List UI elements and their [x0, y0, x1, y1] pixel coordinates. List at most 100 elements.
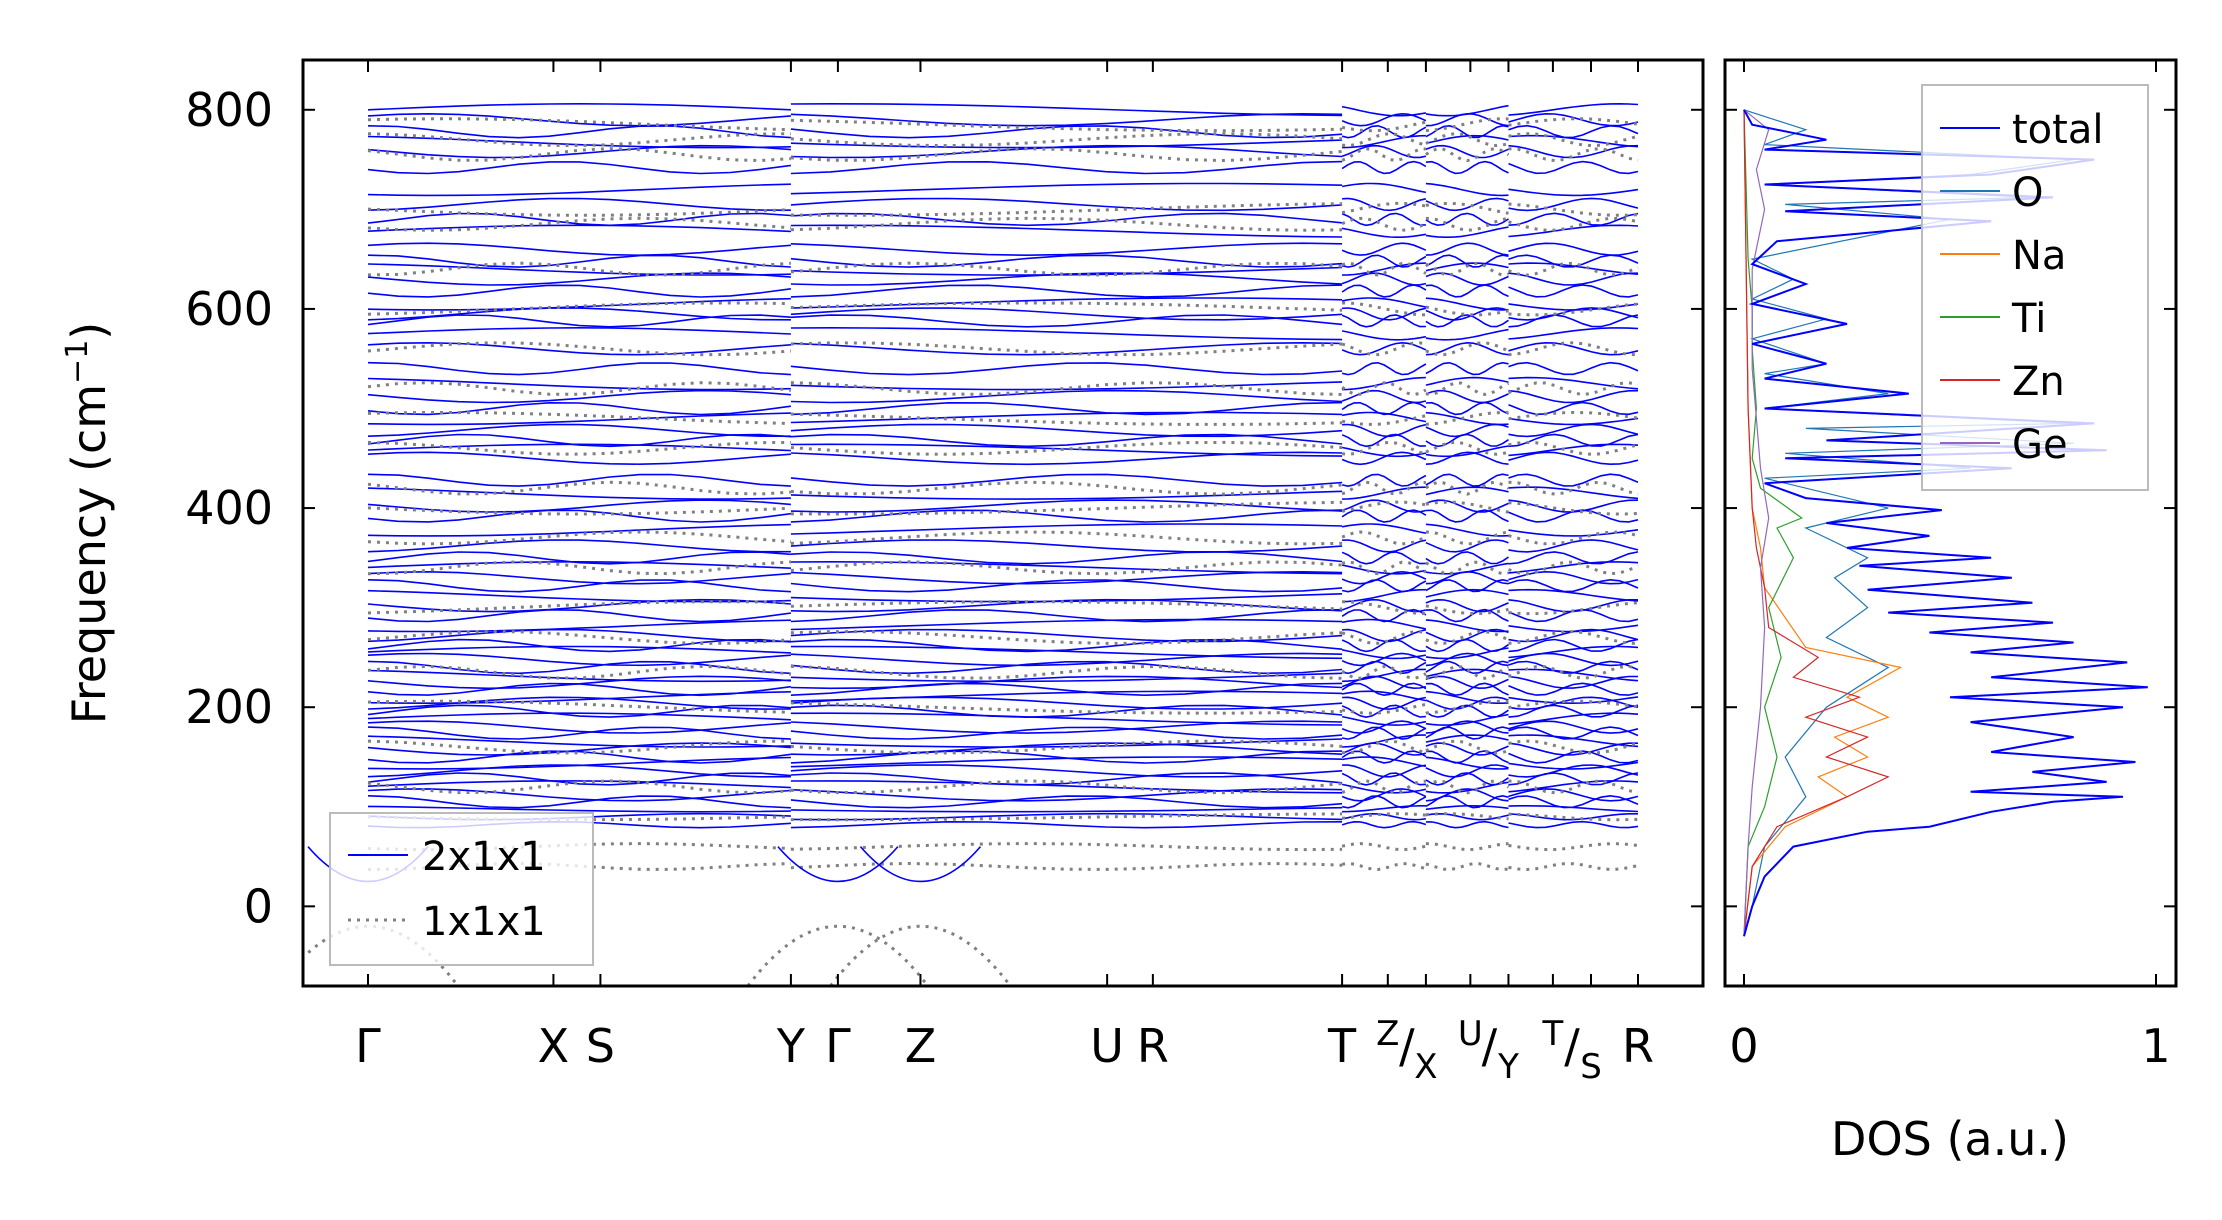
band-mode-line — [790, 254, 1343, 268]
dos-axes-frame — [1723, 58, 2178, 988]
band-mode-line — [790, 440, 1343, 456]
band-mode-line — [1508, 750, 1639, 764]
band-mode-line — [367, 696, 791, 710]
dos-y-ticks — [1725, 108, 2176, 908]
band-mode-line — [1341, 842, 1427, 852]
band-mode-line — [1425, 781, 1509, 794]
band-mode-line — [1508, 628, 1639, 643]
band-mode-line — [1508, 202, 1639, 217]
band-mode-line — [790, 182, 1343, 195]
band-mode-line — [1341, 201, 1427, 215]
band-mode-line — [367, 739, 791, 755]
band-mode-line — [1425, 842, 1509, 852]
band-mode-line — [790, 132, 1343, 148]
band-mode-line — [367, 341, 791, 356]
band-mode-line — [1425, 216, 1509, 232]
band-mode-line — [367, 523, 791, 537]
band-mode-line — [790, 480, 1343, 496]
band-mode-line — [790, 608, 1343, 623]
band-mode-line — [1341, 779, 1426, 795]
band-mode-line — [367, 628, 791, 643]
band-mode-line — [1425, 182, 1509, 197]
band-mode-line — [790, 739, 1343, 755]
band-mode-line — [367, 487, 791, 500]
band-mode-line — [1508, 327, 1639, 340]
band-mode-line — [1425, 779, 1510, 795]
band-mode-line — [367, 699, 791, 714]
y-axis-label-superscript: −1 — [60, 340, 95, 384]
band-mode-line — [790, 539, 1343, 553]
band-mode-line — [1508, 314, 1639, 328]
band-mode-line — [367, 664, 792, 680]
band-lines — [303, 102, 1639, 986]
dos-x-tick-label: 0 — [1729, 1019, 1758, 1073]
band-mode-line — [1425, 376, 1509, 386]
band-mode-line — [1425, 112, 1509, 127]
band-x-tick-label: / — [1564, 1019, 1580, 1073]
band-mode-line — [1508, 254, 1639, 268]
band-mode-line — [1508, 376, 1639, 390]
band-mode-line — [1508, 132, 1639, 148]
band-mode-line — [1425, 314, 1509, 328]
band-mode-line — [1508, 660, 1639, 674]
band-mode-line — [1341, 341, 1427, 357]
band-mode-line — [1508, 433, 1639, 448]
band-mode-line — [1341, 216, 1427, 232]
band-mode-line — [1425, 328, 1509, 341]
band-mode-line — [790, 795, 1343, 809]
band-mode-line — [1341, 120, 1427, 133]
band-mode-line — [1341, 649, 1427, 660]
band-mode-line — [1425, 433, 1509, 448]
band-mode-line — [367, 530, 792, 546]
band-mode-line — [1508, 486, 1639, 500]
band-mode-line — [1508, 578, 1639, 593]
band-mode-line — [1342, 764, 1427, 778]
band-mode-line — [1508, 224, 1639, 238]
band-mode-line — [1508, 216, 1639, 232]
band-mode-line — [1508, 501, 1639, 516]
dos-line-total — [1743, 109, 2148, 937]
band-x-ticks: Γ X S Y Γ Z U R T Z / XU/YT / S R — [355, 60, 1654, 1087]
band-mode-line — [1425, 242, 1509, 256]
band-mode-line — [1508, 302, 1639, 317]
band-mode-line — [367, 638, 791, 653]
band-mode-line — [790, 560, 1343, 576]
band-mode-line — [1341, 598, 1427, 613]
band-y-tick-label: 400 — [185, 481, 273, 535]
dos-legend-label-Ti: Ti — [2011, 296, 2046, 342]
band-mode-line — [367, 314, 791, 328]
band-mode-line — [1508, 117, 1639, 127]
band-mode-line — [790, 600, 1343, 611]
band-x-tick-label: T — [1542, 1014, 1564, 1054]
band-mode-line — [1341, 105, 1427, 117]
dos-legend-label-O: O — [2012, 170, 2043, 216]
band-mode-line — [1508, 805, 1639, 813]
band-mode-line — [1508, 410, 1639, 421]
band-mode-line — [1341, 147, 1426, 163]
band-x-tick-label: Y — [776, 1019, 806, 1073]
band-mode-line — [790, 443, 1343, 457]
band-mode-line — [1341, 446, 1427, 458]
band-mode-line — [367, 842, 791, 852]
band-mode-line — [1425, 619, 1509, 633]
band-mode-line — [790, 144, 1343, 159]
band-mode-line — [1425, 144, 1509, 159]
band-mode-line — [1341, 772, 1426, 786]
band-mode-line — [1425, 530, 1509, 546]
band-mode-line — [1341, 682, 1427, 697]
band-mode-line — [790, 788, 1343, 802]
band-series-2x1x1 — [367, 102, 1639, 829]
band-mode-line — [790, 284, 1343, 298]
band-mode-line — [367, 216, 792, 232]
band-mode-line — [1508, 699, 1639, 709]
band-legend: 2x1x1 1x1x1 — [329, 812, 594, 966]
band-mode-line — [1508, 588, 1639, 602]
band-mode-line — [1508, 668, 1639, 682]
band-mode-line — [1508, 570, 1639, 585]
band-mode-line — [367, 301, 791, 316]
band-mode-line — [1425, 226, 1509, 238]
band-mode-line — [1508, 764, 1639, 778]
band-mode-line — [367, 183, 791, 197]
band-mode-line — [367, 272, 791, 286]
